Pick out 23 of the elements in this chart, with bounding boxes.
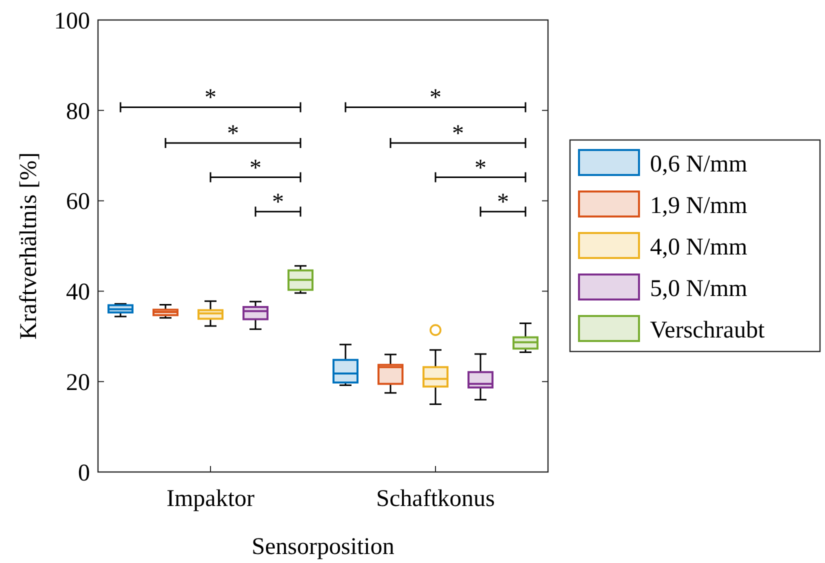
y-axis-title: Kraftverhältnis [%] bbox=[16, 152, 42, 340]
annotation: * bbox=[250, 155, 262, 182]
legend-label: 4,0 N/mm bbox=[650, 234, 748, 260]
legend-label: 1,9 N/mm bbox=[650, 192, 748, 219]
y-tick-label: 40 bbox=[66, 280, 90, 306]
annotation: * bbox=[430, 85, 442, 112]
annotation: * bbox=[474, 155, 486, 182]
annotation: * bbox=[497, 190, 509, 216]
y-tick-label: 80 bbox=[66, 98, 90, 125]
legend-label: 0,6 N/mm bbox=[650, 151, 748, 178]
x-tick-label: Schaftkonus bbox=[376, 486, 495, 512]
x-axis-title: Sensorposition bbox=[252, 534, 394, 560]
annotation: * bbox=[227, 120, 239, 147]
y-tick-label: 100 bbox=[54, 8, 90, 34]
y-tick-label: 60 bbox=[66, 189, 90, 216]
x-tick-label: Impaktor bbox=[166, 486, 254, 512]
annotation: * bbox=[272, 190, 284, 216]
annotation: * bbox=[452, 120, 464, 147]
legend-label: 5,0 N/mm bbox=[650, 276, 748, 302]
y-tick-label: 20 bbox=[66, 370, 90, 396]
annotation: * bbox=[204, 85, 216, 112]
y-tick-label: 0 bbox=[78, 460, 90, 486]
legend-label: Verschraubt bbox=[650, 317, 765, 344]
